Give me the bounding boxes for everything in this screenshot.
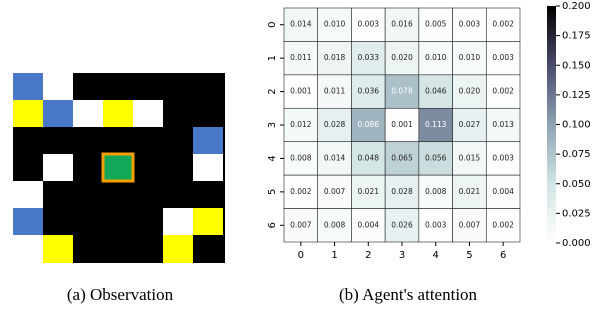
cell-label: 0.065 bbox=[391, 153, 413, 162]
cell-label: 0.010 bbox=[324, 20, 346, 29]
cell-label: 0.007 bbox=[459, 220, 481, 229]
cell-label: 0.015 bbox=[459, 153, 481, 162]
cell-label: 0.078 bbox=[391, 87, 413, 96]
cell-label: 0.020 bbox=[459, 87, 481, 96]
cell-label: 0.026 bbox=[391, 220, 413, 229]
obs-cell bbox=[103, 100, 133, 127]
cell-label: 0.008 bbox=[425, 187, 447, 196]
cell-label: 0.016 bbox=[391, 20, 413, 29]
colorbar bbox=[547, 6, 556, 243]
obs-cell bbox=[43, 100, 73, 127]
colorbar-tick-label: 0.175 bbox=[562, 31, 591, 42]
agent bbox=[103, 154, 133, 181]
cell-label: 0.020 bbox=[391, 53, 413, 62]
cell-label: 0.012 bbox=[290, 120, 312, 129]
cell-label: 0.018 bbox=[324, 53, 346, 62]
obs-cell bbox=[193, 127, 223, 154]
obs-cell bbox=[193, 154, 223, 181]
cell-label: 0.011 bbox=[290, 53, 312, 62]
obs-cell bbox=[13, 181, 43, 208]
cell-label: 0.028 bbox=[391, 187, 413, 196]
cell-label: 0.002 bbox=[290, 187, 312, 196]
obs-cell bbox=[13, 100, 43, 127]
cell-label: 0.021 bbox=[459, 187, 481, 196]
cell-label: 0.004 bbox=[492, 187, 514, 196]
cell-label: 0.008 bbox=[290, 153, 312, 162]
cell-label: 0.002 bbox=[492, 87, 514, 96]
obs-cell bbox=[13, 73, 43, 100]
caption: (a) Observation bbox=[67, 285, 174, 304]
cell-label: 0.086 bbox=[358, 120, 380, 129]
colorbar-tick-label: 0.200 bbox=[562, 1, 591, 12]
caption: (b) Agent's attention bbox=[339, 285, 478, 304]
y-tick-label: 2 bbox=[267, 88, 278, 94]
cell-label: 0.027 bbox=[459, 120, 481, 129]
x-tick-label: 6 bbox=[500, 250, 506, 261]
obs-cell bbox=[43, 73, 73, 100]
x-tick-label: 4 bbox=[433, 250, 439, 261]
colorbar-tick-label: 0.025 bbox=[562, 208, 591, 219]
cell-label: 0.033 bbox=[358, 53, 380, 62]
x-tick-label: 0 bbox=[298, 250, 304, 261]
y-tick-label: 5 bbox=[267, 189, 278, 195]
cell-label: 0.007 bbox=[290, 220, 312, 229]
cell-label: 0.021 bbox=[358, 187, 380, 196]
cell-label: 0.113 bbox=[425, 120, 447, 129]
x-tick-label: 2 bbox=[365, 250, 371, 261]
cell-label: 0.013 bbox=[492, 120, 514, 129]
colorbar-tick-label: 0.150 bbox=[562, 60, 591, 71]
colorbar-tick-label: 0.000 bbox=[562, 238, 591, 249]
y-tick-label: 4 bbox=[267, 155, 278, 161]
obs-cell bbox=[43, 154, 73, 181]
cell-label: 0.004 bbox=[358, 220, 380, 229]
figure: (a) Observation (b) Agent's attention 0.… bbox=[0, 0, 608, 311]
obs-cell bbox=[163, 208, 193, 235]
cell-label: 0.036 bbox=[358, 87, 380, 96]
colorbar-tick-label: 0.125 bbox=[562, 90, 591, 101]
cell-label: 0.001 bbox=[391, 120, 413, 129]
cell-label: 0.008 bbox=[324, 220, 346, 229]
y-tick-label: 3 bbox=[267, 122, 278, 128]
cell-label: 0.005 bbox=[425, 20, 447, 29]
obs-cell bbox=[193, 208, 223, 235]
cell-label: 0.046 bbox=[425, 87, 447, 96]
cell-label: 0.003 bbox=[358, 20, 380, 29]
cell-label: 0.003 bbox=[459, 20, 481, 29]
cell-label: 0.007 bbox=[324, 187, 346, 196]
cell-label: 0.002 bbox=[492, 220, 514, 229]
cell-label: 0.014 bbox=[290, 20, 312, 29]
cell-label: 0.056 bbox=[425, 153, 447, 162]
y-tick-label: 0 bbox=[267, 22, 278, 28]
cell-label: 0.003 bbox=[492, 53, 514, 62]
obs-cell bbox=[13, 235, 43, 263]
cell-label: 0.010 bbox=[459, 53, 481, 62]
cell-label: 0.001 bbox=[290, 87, 312, 96]
cell-label: 0.003 bbox=[425, 220, 447, 229]
x-tick-label: 5 bbox=[466, 250, 472, 261]
cell-label: 0.002 bbox=[492, 20, 514, 29]
obs-cell bbox=[163, 235, 193, 263]
y-tick-label: 6 bbox=[267, 222, 278, 228]
cell-label: 0.011 bbox=[324, 87, 346, 96]
cell-label: 0.028 bbox=[324, 120, 346, 129]
colorbar-tick-label: 0.075 bbox=[562, 149, 591, 160]
obs-cell bbox=[73, 100, 103, 127]
cell-label: 0.010 bbox=[425, 53, 447, 62]
cell-label: 0.003 bbox=[492, 153, 514, 162]
obs-cell bbox=[43, 235, 73, 263]
colorbar-tick-label: 0.050 bbox=[562, 179, 591, 190]
colorbar-tick-label: 0.100 bbox=[562, 120, 591, 131]
obs-cell bbox=[133, 100, 163, 127]
cell-label: 0.048 bbox=[358, 153, 380, 162]
cell-label: 0.014 bbox=[324, 153, 346, 162]
x-tick-label: 3 bbox=[399, 250, 405, 261]
y-tick-label: 1 bbox=[267, 55, 278, 61]
observation bbox=[13, 73, 225, 263]
x-tick-label: 1 bbox=[331, 250, 337, 261]
obs-cell bbox=[13, 208, 43, 235]
